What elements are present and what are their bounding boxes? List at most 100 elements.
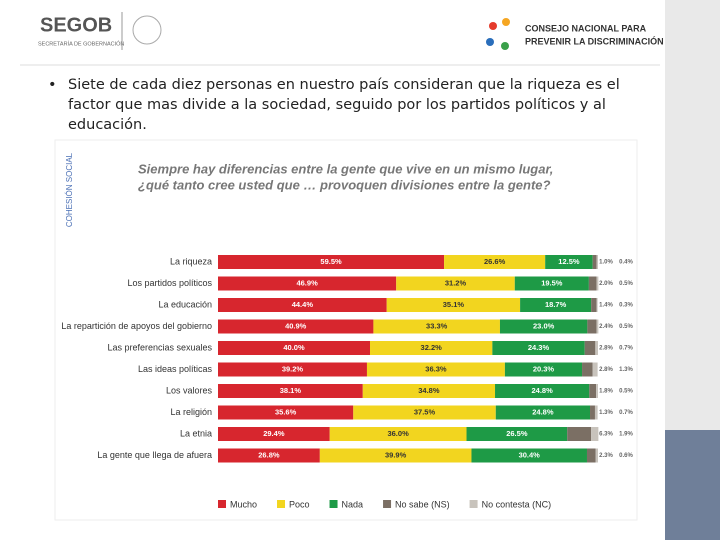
value-label: 30.4%: [519, 450, 541, 459]
value-label: 32.2%: [421, 343, 443, 352]
category-label: Los partidos políticos: [127, 278, 212, 288]
bar-segment: [218, 255, 445, 269]
value-label: 24.3%: [528, 343, 550, 352]
bar-segment: [595, 341, 598, 355]
value-label: 2.0%: [599, 281, 613, 287]
value-label: 26.6%: [484, 257, 506, 266]
bullet-text: Siete de cada diez personas en nuestro p…: [48, 75, 643, 135]
value-label: 12.5%: [558, 257, 580, 266]
bar-segment: [596, 255, 598, 269]
bar-segment: [596, 298, 598, 312]
value-label: 40.0%: [283, 343, 305, 352]
bar-segment: [591, 427, 599, 441]
category-label: La repartición de apoyos del gobierno: [61, 321, 212, 331]
value-label: 26.8%: [258, 450, 280, 459]
bar-segment: [218, 427, 330, 441]
bar-segment: [594, 405, 598, 420]
value-label: 1.8%: [599, 389, 613, 395]
category-label: Los valores: [166, 385, 213, 395]
bar-segment: [595, 448, 598, 463]
bar-segment: [492, 341, 585, 355]
legend-swatch: [218, 500, 226, 508]
value-label: 29.4%: [263, 429, 285, 438]
value-label: 1.3%: [619, 367, 633, 373]
bar-segment: [582, 362, 593, 377]
category-label: La etnia: [180, 428, 212, 438]
value-label: 0.5%: [619, 389, 633, 395]
value-label: 39.9%: [385, 450, 407, 459]
bar-segment: [373, 319, 500, 334]
side-band-dark: [665, 430, 720, 540]
logo-left: SEGOB: [40, 14, 112, 36]
bar-segment: [218, 384, 363, 398]
value-label: 0.7%: [619, 346, 633, 352]
value-label: 37.5%: [414, 407, 436, 416]
bar-segment: [591, 298, 597, 312]
category-label: La educación: [158, 299, 212, 309]
bar-segment: [586, 448, 596, 463]
bar-segment: [366, 362, 505, 377]
value-label: 35.1%: [443, 300, 465, 309]
value-label: 0.4%: [619, 260, 633, 266]
bar-segment: [567, 427, 592, 441]
bar-segment: [596, 384, 598, 398]
bar-segment: [495, 384, 590, 398]
value-label: 40.9%: [285, 321, 307, 330]
bar-segment: [584, 341, 596, 355]
bar-segment: [504, 362, 583, 377]
value-label: 2.3%: [599, 453, 613, 459]
legend-swatch: [383, 500, 392, 508]
value-label: 34.8%: [418, 386, 440, 395]
logo-right-line2: PREVENIR LA DISCRIMINACIÓN: [525, 35, 664, 46]
legend-label: Poco: [289, 499, 310, 509]
bar-segment: [471, 448, 587, 463]
bar-segment: [596, 276, 599, 291]
legend-swatch: [277, 500, 286, 508]
side-label: COHESIÓN SOCIAL: [65, 152, 74, 227]
value-label: 24.8%: [531, 386, 553, 395]
value-label: 2.8%: [599, 367, 613, 373]
category-label: La gente que llega de afuera: [97, 450, 212, 460]
bar-segment: [386, 298, 521, 312]
value-label: 6.3%: [599, 432, 613, 438]
value-label: 39.2%: [282, 364, 304, 373]
value-label: 38.1%: [280, 386, 302, 395]
chart-title: ¿qué tanto cree usted que … provoquen di…: [138, 177, 551, 192]
bar-segment: [596, 319, 599, 334]
value-label: 0.5%: [619, 281, 633, 287]
category-label: La riqueza: [170, 256, 212, 266]
bar-segment: [592, 255, 597, 269]
value-label: 0.5%: [619, 324, 633, 330]
value-label: 23.0%: [533, 321, 555, 330]
legend-label: Mucho: [230, 499, 257, 509]
value-label: 1.0%: [599, 260, 613, 266]
bar-segment: [218, 276, 397, 291]
value-label: 35.6%: [275, 407, 297, 416]
logo-right-icon: [486, 18, 510, 50]
value-label: 0.7%: [619, 410, 633, 416]
value-label: 1.3%: [599, 410, 613, 416]
bar-segment: [218, 298, 387, 312]
value-label: 33.3%: [426, 321, 448, 330]
bar-segment: [370, 341, 493, 355]
value-label: 24.8%: [532, 407, 554, 416]
category-label: Las ideas políticas: [138, 364, 213, 374]
bar-segment: [495, 405, 591, 420]
value-label: 26.5%: [506, 429, 528, 438]
bar-segment: [218, 362, 367, 377]
bar-segment: [514, 276, 589, 291]
bar-segment: [444, 255, 546, 269]
bar-segment: [466, 427, 568, 441]
value-label: 1.9%: [619, 432, 633, 438]
bar-segment: [218, 405, 354, 420]
value-label: 46.9%: [296, 278, 318, 287]
value-label: 0.3%: [619, 303, 633, 309]
legend-swatch: [469, 500, 478, 508]
value-label: 2.4%: [599, 324, 613, 330]
bar-segment: [329, 427, 467, 441]
bar-segment: [218, 448, 320, 463]
value-label: 19.5%: [541, 278, 563, 287]
bar-segment: [396, 276, 515, 291]
